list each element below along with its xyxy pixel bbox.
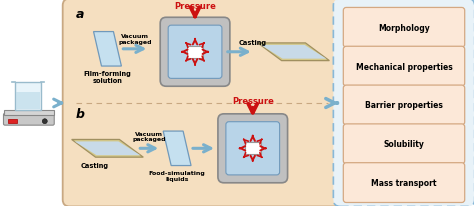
- FancyBboxPatch shape: [218, 114, 288, 183]
- FancyBboxPatch shape: [333, 0, 474, 206]
- FancyBboxPatch shape: [63, 0, 340, 206]
- Bar: [4, 110, 54, 115]
- FancyBboxPatch shape: [343, 163, 465, 202]
- Polygon shape: [163, 131, 191, 166]
- Text: Mass transport: Mass transport: [371, 178, 437, 187]
- Polygon shape: [261, 46, 327, 59]
- Text: Mechanical properties: Mechanical properties: [356, 62, 452, 71]
- FancyBboxPatch shape: [343, 86, 465, 125]
- Text: Pressure: Pressure: [174, 2, 216, 11]
- Text: b: b: [76, 107, 85, 120]
- Polygon shape: [258, 44, 329, 61]
- FancyBboxPatch shape: [15, 83, 41, 110]
- Polygon shape: [93, 32, 121, 67]
- Text: Morphology: Morphology: [378, 24, 430, 33]
- Polygon shape: [72, 140, 143, 157]
- Text: Vacuum
packaged: Vacuum packaged: [133, 131, 166, 142]
- Text: Barrier properties: Barrier properties: [365, 101, 443, 110]
- Bar: [245, 143, 261, 154]
- Text: Vacuum
packaged: Vacuum packaged: [118, 34, 152, 45]
- FancyBboxPatch shape: [343, 47, 465, 87]
- Text: a: a: [76, 8, 84, 21]
- Circle shape: [42, 119, 47, 124]
- FancyBboxPatch shape: [168, 26, 222, 79]
- Text: Food-simulating
liquids: Food-simulating liquids: [149, 170, 206, 181]
- FancyBboxPatch shape: [343, 8, 465, 48]
- Text: Film-forming
solution: Film-forming solution: [83, 71, 131, 84]
- FancyBboxPatch shape: [226, 122, 280, 175]
- Text: Pressure: Pressure: [232, 96, 273, 105]
- Bar: [16, 93, 40, 109]
- Text: Casting: Casting: [81, 162, 109, 168]
- Polygon shape: [74, 142, 140, 156]
- Bar: [187, 47, 203, 58]
- Bar: [8, 119, 17, 123]
- FancyBboxPatch shape: [160, 18, 230, 87]
- Text: Casting: Casting: [239, 40, 267, 46]
- FancyBboxPatch shape: [343, 124, 465, 164]
- Text: Solubility: Solubility: [383, 140, 424, 149]
- FancyBboxPatch shape: [3, 114, 54, 125]
